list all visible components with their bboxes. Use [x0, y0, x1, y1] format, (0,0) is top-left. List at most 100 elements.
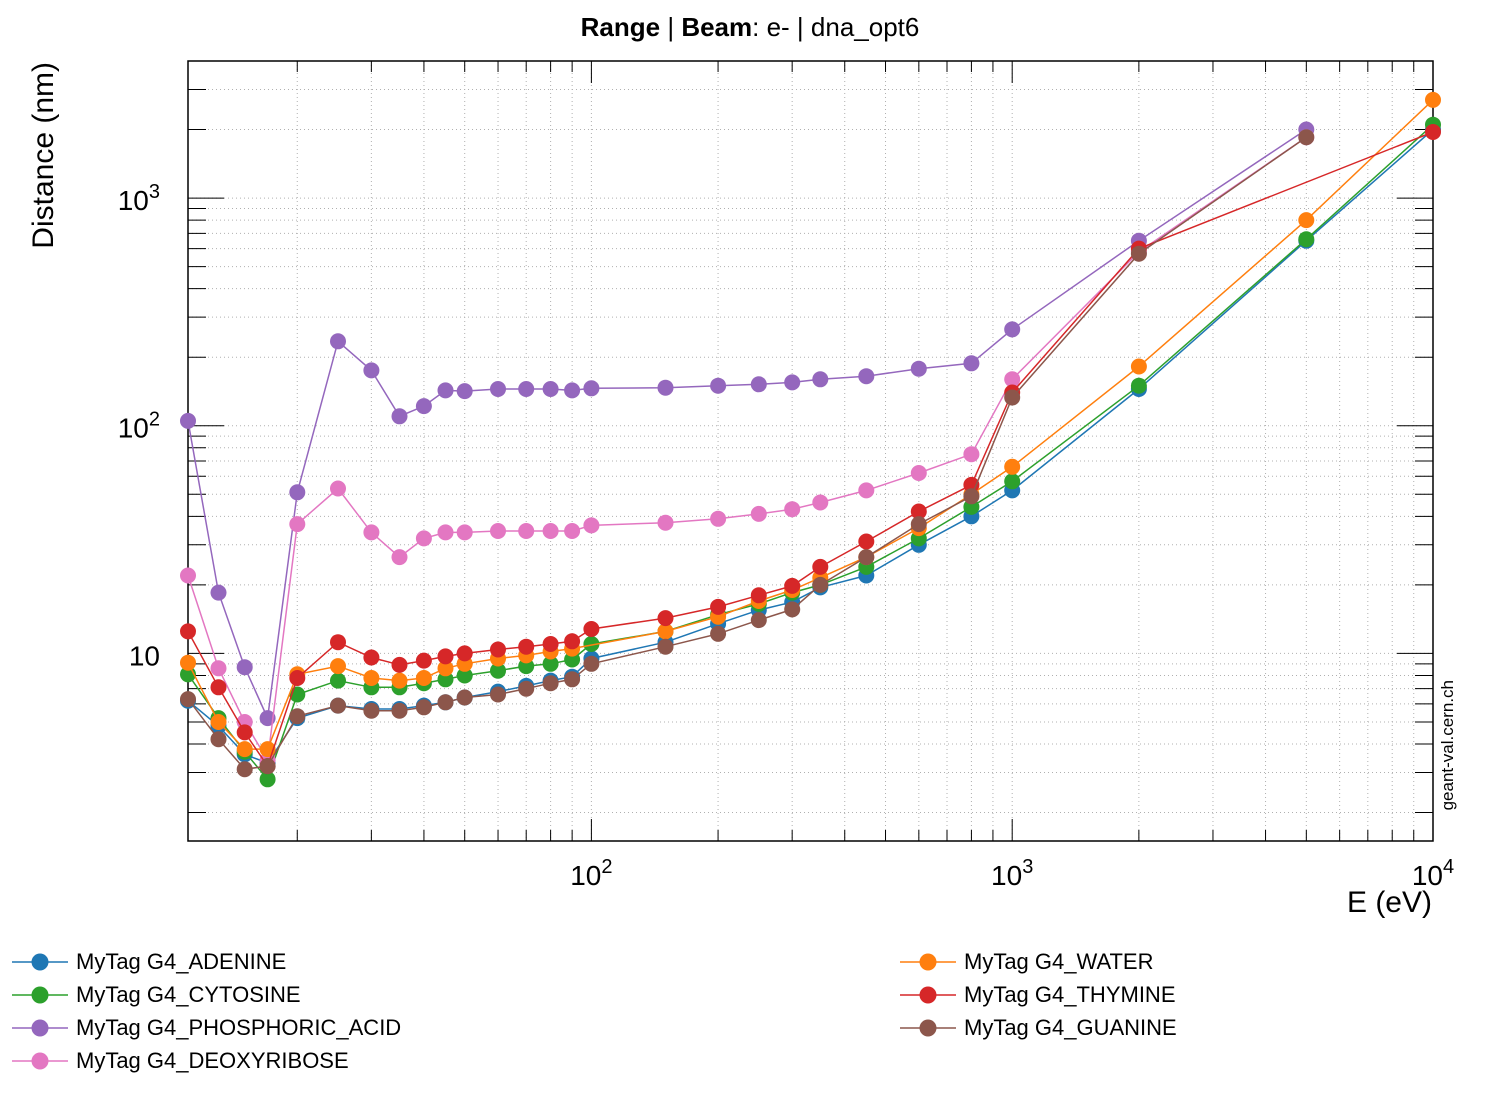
data-point	[210, 679, 227, 696]
data-point	[391, 672, 408, 689]
data-point	[858, 549, 875, 566]
data-point	[710, 625, 727, 642]
y-tick-label: 10	[129, 640, 160, 671]
legend-label: MyTag G4_GUANINE	[964, 1015, 1177, 1040]
title-part-2: Beam	[681, 12, 752, 42]
data-point	[542, 523, 559, 539]
data-point	[363, 702, 380, 719]
data-point	[542, 636, 559, 652]
legend-label: MyTag G4_DEOXYRIBOSE	[76, 1048, 349, 1073]
legend-label: MyTag G4_WATER	[964, 949, 1154, 974]
data-point	[710, 598, 727, 615]
data-point	[518, 680, 535, 697]
data-point	[437, 382, 454, 399]
data-point	[289, 484, 306, 501]
data-point	[456, 689, 473, 706]
data-point	[180, 412, 196, 429]
data-point	[236, 724, 253, 741]
axis-ticks: 102 103 104 10 102 103	[118, 60, 1454, 891]
data-point	[750, 376, 767, 393]
data-point	[330, 697, 346, 714]
data-point	[784, 577, 801, 594]
data-point	[180, 691, 196, 708]
series-mytag-g4-cytosine	[180, 116, 1441, 788]
data-point	[490, 686, 506, 703]
data-point	[564, 523, 581, 539]
series-mytag-g4-deoxyribose	[180, 129, 1315, 769]
data-point	[564, 382, 581, 399]
legend-swatch	[12, 986, 68, 1004]
data-point	[415, 652, 432, 669]
data-point	[180, 567, 196, 584]
legend-label: MyTag G4_THYMINE	[964, 982, 1176, 1007]
y-tick-label: 102	[118, 409, 160, 444]
data-point	[363, 670, 380, 686]
data-point	[1004, 321, 1021, 338]
data-point	[657, 638, 674, 655]
data-point	[437, 694, 454, 711]
data-point	[784, 374, 801, 391]
chart-title: Range | Beam: e- | dna_opt6	[581, 12, 920, 42]
data-point	[858, 368, 875, 385]
data-point	[858, 482, 875, 499]
data-point	[289, 670, 306, 686]
data-point	[1004, 473, 1021, 490]
data-point	[657, 514, 674, 531]
data-point	[1004, 371, 1021, 388]
data-point	[812, 558, 829, 575]
series-line	[187, 124, 1434, 781]
series-line	[187, 136, 1307, 763]
data-point	[858, 533, 875, 550]
data-point	[812, 576, 829, 593]
legend-label: MyTag G4_ADENINE	[76, 949, 287, 974]
data-point	[1298, 231, 1315, 248]
data-point	[963, 446, 980, 463]
data-point	[415, 699, 432, 716]
data-point	[542, 381, 559, 397]
data-point	[1004, 458, 1021, 475]
data-point	[750, 587, 767, 604]
data-point	[490, 523, 506, 539]
data-point	[330, 658, 346, 675]
data-point	[750, 612, 767, 629]
legend-swatch	[12, 1052, 68, 1070]
data-point	[910, 360, 927, 377]
data-point	[1298, 212, 1315, 229]
data-point	[210, 731, 227, 748]
data-point	[363, 524, 380, 541]
legend-label: MyTag G4_PHOSPHORIC_ACID	[76, 1015, 402, 1040]
data-point	[910, 503, 927, 520]
data-point	[330, 634, 346, 651]
data-point	[259, 771, 276, 788]
data-point	[180, 623, 196, 640]
data-point	[363, 649, 380, 666]
data-point	[490, 381, 506, 397]
data-point	[710, 377, 727, 394]
data-point	[784, 501, 801, 518]
data-point	[289, 516, 306, 533]
data-point	[784, 601, 801, 618]
data-point	[812, 371, 829, 388]
data-point	[437, 524, 454, 541]
series-line	[187, 128, 1434, 764]
data-point	[330, 672, 346, 689]
data-point	[1425, 91, 1441, 108]
data-point	[210, 660, 227, 677]
data-point	[415, 398, 432, 415]
data-point	[657, 610, 674, 627]
data-point	[456, 524, 473, 541]
data-point	[518, 523, 535, 539]
data-point	[210, 714, 227, 730]
data-point	[710, 510, 727, 527]
data-point	[456, 667, 473, 684]
data-point	[456, 645, 473, 662]
plot-frame	[187, 60, 1434, 842]
data-point	[490, 662, 506, 679]
legend-swatch	[900, 1019, 956, 1037]
data-point	[363, 362, 380, 379]
data-point	[210, 584, 227, 601]
data-point	[564, 633, 581, 650]
y-tick-label: 103	[118, 181, 160, 216]
x-tick-label: 103	[991, 856, 1033, 891]
